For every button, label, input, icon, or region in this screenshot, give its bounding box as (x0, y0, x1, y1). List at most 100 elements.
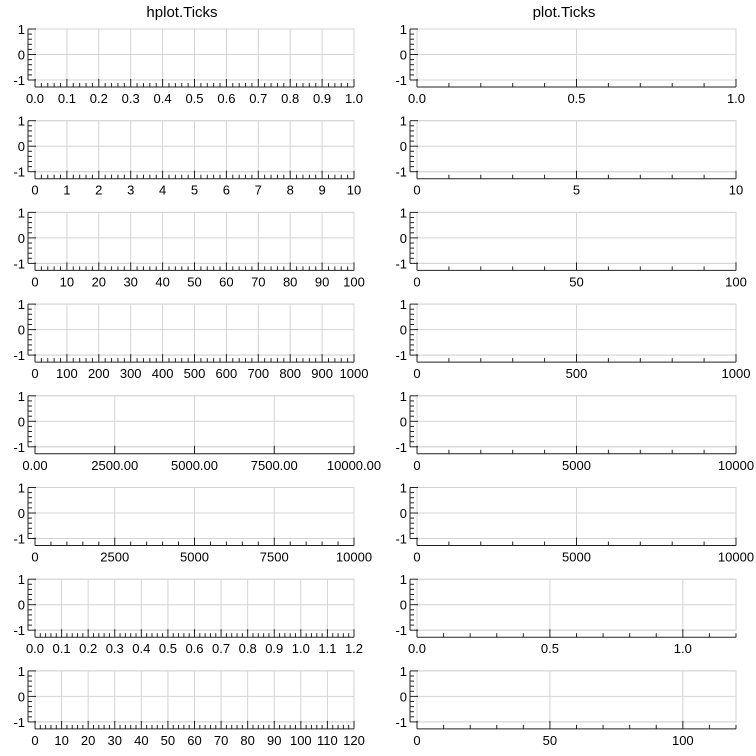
y-tick-label: 1 (18, 205, 25, 220)
y-tick-label: -1 (13, 715, 25, 730)
y-tick-label: 0 (18, 323, 25, 338)
x-tick-label: 5 (191, 183, 198, 198)
x-tick-label: 1.0 (292, 641, 310, 656)
y-tick-label: -1 (395, 165, 407, 180)
x-tick-label: 100 (672, 733, 694, 748)
x-tick-label: 100 (56, 366, 78, 381)
x-tick-label: 7500 (260, 550, 289, 565)
x-tick-label: 0.1 (53, 641, 71, 656)
x-tick-label: 0.3 (122, 91, 140, 106)
y-tick-label: 0 (400, 139, 407, 154)
x-tick-label: 500 (184, 366, 206, 381)
panel-1-2: 0 50 100 -1 0 1 (395, 205, 746, 289)
x-tick-label: 10 (54, 733, 68, 748)
y-tick-label: 1 (400, 481, 407, 496)
x-tick-label: 0 (413, 183, 420, 198)
x-tick-label: 0 (31, 550, 38, 565)
y-tick-label: 1 (18, 664, 25, 679)
x-tick-label: 5000 (562, 458, 591, 473)
panel-1-5: 0 5000 10000 -1 0 1 (395, 481, 754, 565)
x-tick-label: 70 (251, 274, 265, 289)
x-tick-label: 2 (95, 183, 102, 198)
x-tick-label: 9 (318, 183, 325, 198)
y-tick-label: 0 (18, 231, 25, 246)
x-tick-label: 0 (413, 366, 420, 381)
x-tick-label: 0 (31, 366, 38, 381)
x-tick-label: 200 (88, 366, 110, 381)
x-tick-label: 0.5 (159, 641, 177, 656)
x-tick-label: 50 (569, 274, 583, 289)
x-tick-label: 900 (311, 366, 333, 381)
y-tick-label: -1 (395, 440, 407, 455)
x-tick-label: 10 (729, 183, 743, 198)
panel-1-4: 0 5000 10000 -1 0 1 (395, 389, 754, 473)
panel-0-6: 0.0 0.1 0.2 0.3 0.4 0.5 0.6 0.7 0.8 0.9 1.0 1.1 1.2 -… (13, 572, 363, 656)
y-tick-label: 0 (18, 139, 25, 154)
x-tick-label: 0.0 (26, 641, 44, 656)
x-tick-label: 2500 (100, 550, 129, 565)
y-tick-label: 1 (18, 389, 25, 404)
y-tick-label: 0 (400, 689, 407, 704)
x-tick-label: 80 (240, 733, 254, 748)
x-tick-label: 60 (187, 733, 201, 748)
y-tick-label: -1 (13, 623, 25, 638)
x-tick-label: 0 (413, 458, 420, 473)
y-tick-label: 0 (18, 598, 25, 613)
y-tick-label: 1 (400, 297, 407, 312)
y-tick-label: -1 (13, 348, 25, 363)
y-tick-label: -1 (13, 256, 25, 271)
y-tick-label: -1 (395, 715, 407, 730)
panel-0-2: 0 10 20 30 40 50 60 70 80 90 100 -1 0 1 (13, 205, 364, 289)
x-tick-label: 10000 (718, 550, 754, 565)
x-tick-label: 1 (63, 183, 70, 198)
panel-0-0: 0.0 0.1 0.2 0.3 0.4 0.5 0.6 0.7 0.8 0.9 1.0 -1 0 1 (13, 22, 363, 106)
x-tick-label: 110 (317, 733, 338, 748)
x-tick-label: 0 (413, 550, 420, 565)
x-tick-label: 50 (161, 733, 175, 748)
x-tick-label: 1.0 (674, 641, 692, 656)
x-tick-label: 0.1 (58, 91, 76, 106)
panel-1-6: 0.0 0.5 1.0 -1 0 1 (395, 572, 737, 656)
y-tick-label: 1 (18, 481, 25, 496)
x-tick-label: 0.5 (185, 91, 203, 106)
x-tick-label: 70 (214, 733, 228, 748)
x-tick-label: 0.6 (217, 91, 235, 106)
x-tick-label: 7 (255, 183, 262, 198)
panel-1-1: 0 5 10 -1 0 1 (395, 114, 743, 198)
x-tick-label: 10000 (336, 550, 372, 565)
x-tick-label: 0 (413, 733, 420, 748)
y-tick-label: 1 (400, 22, 407, 37)
y-tick-label: -1 (13, 73, 25, 88)
panel-0-1: 0 1 2 3 4 5 6 7 8 9 10 -1 0 1 (13, 114, 361, 198)
y-tick-label: 1 (18, 572, 25, 587)
x-tick-label: 1000 (722, 366, 751, 381)
x-tick-label: 5000 (562, 550, 591, 565)
panel-0-4: 0.00 2500.00 5000.00 7500.00 10000.00 -1 0 1 (13, 389, 381, 473)
y-tick-label: 1 (400, 114, 407, 129)
x-tick-label: 1000 (340, 366, 369, 381)
column-title-hplot: hplot.Ticks (146, 4, 217, 21)
column-title-plot: plot.Ticks (533, 4, 596, 21)
x-tick-label: 100 (343, 274, 365, 289)
x-tick-label: 0.2 (79, 641, 97, 656)
x-tick-label: 10000.00 (327, 458, 381, 473)
y-tick-label: 1 (18, 22, 25, 37)
y-tick-label: 0 (400, 48, 407, 63)
x-tick-label: 7500.00 (251, 458, 298, 473)
x-tick-label: 800 (279, 366, 301, 381)
x-tick-label: 0.6 (185, 641, 203, 656)
x-tick-label: 0 (413, 274, 420, 289)
x-tick-label: 600 (216, 366, 238, 381)
panel-0-5: 0 2500 5000 7500 10000 -1 0 1 (13, 481, 372, 565)
x-tick-label: 2500.00 (91, 458, 138, 473)
x-tick-label: 0.9 (313, 91, 331, 106)
x-tick-label: 0.5 (567, 91, 585, 106)
y-tick-label: -1 (395, 256, 407, 271)
panel-1-7: 0 50 100 -1 0 1 (395, 664, 737, 748)
y-tick-label: 1 (18, 297, 25, 312)
x-tick-label: 6 (223, 183, 230, 198)
x-tick-label: 0.8 (239, 641, 257, 656)
x-tick-label: 40 (155, 274, 169, 289)
x-tick-label: 120 (343, 733, 365, 748)
